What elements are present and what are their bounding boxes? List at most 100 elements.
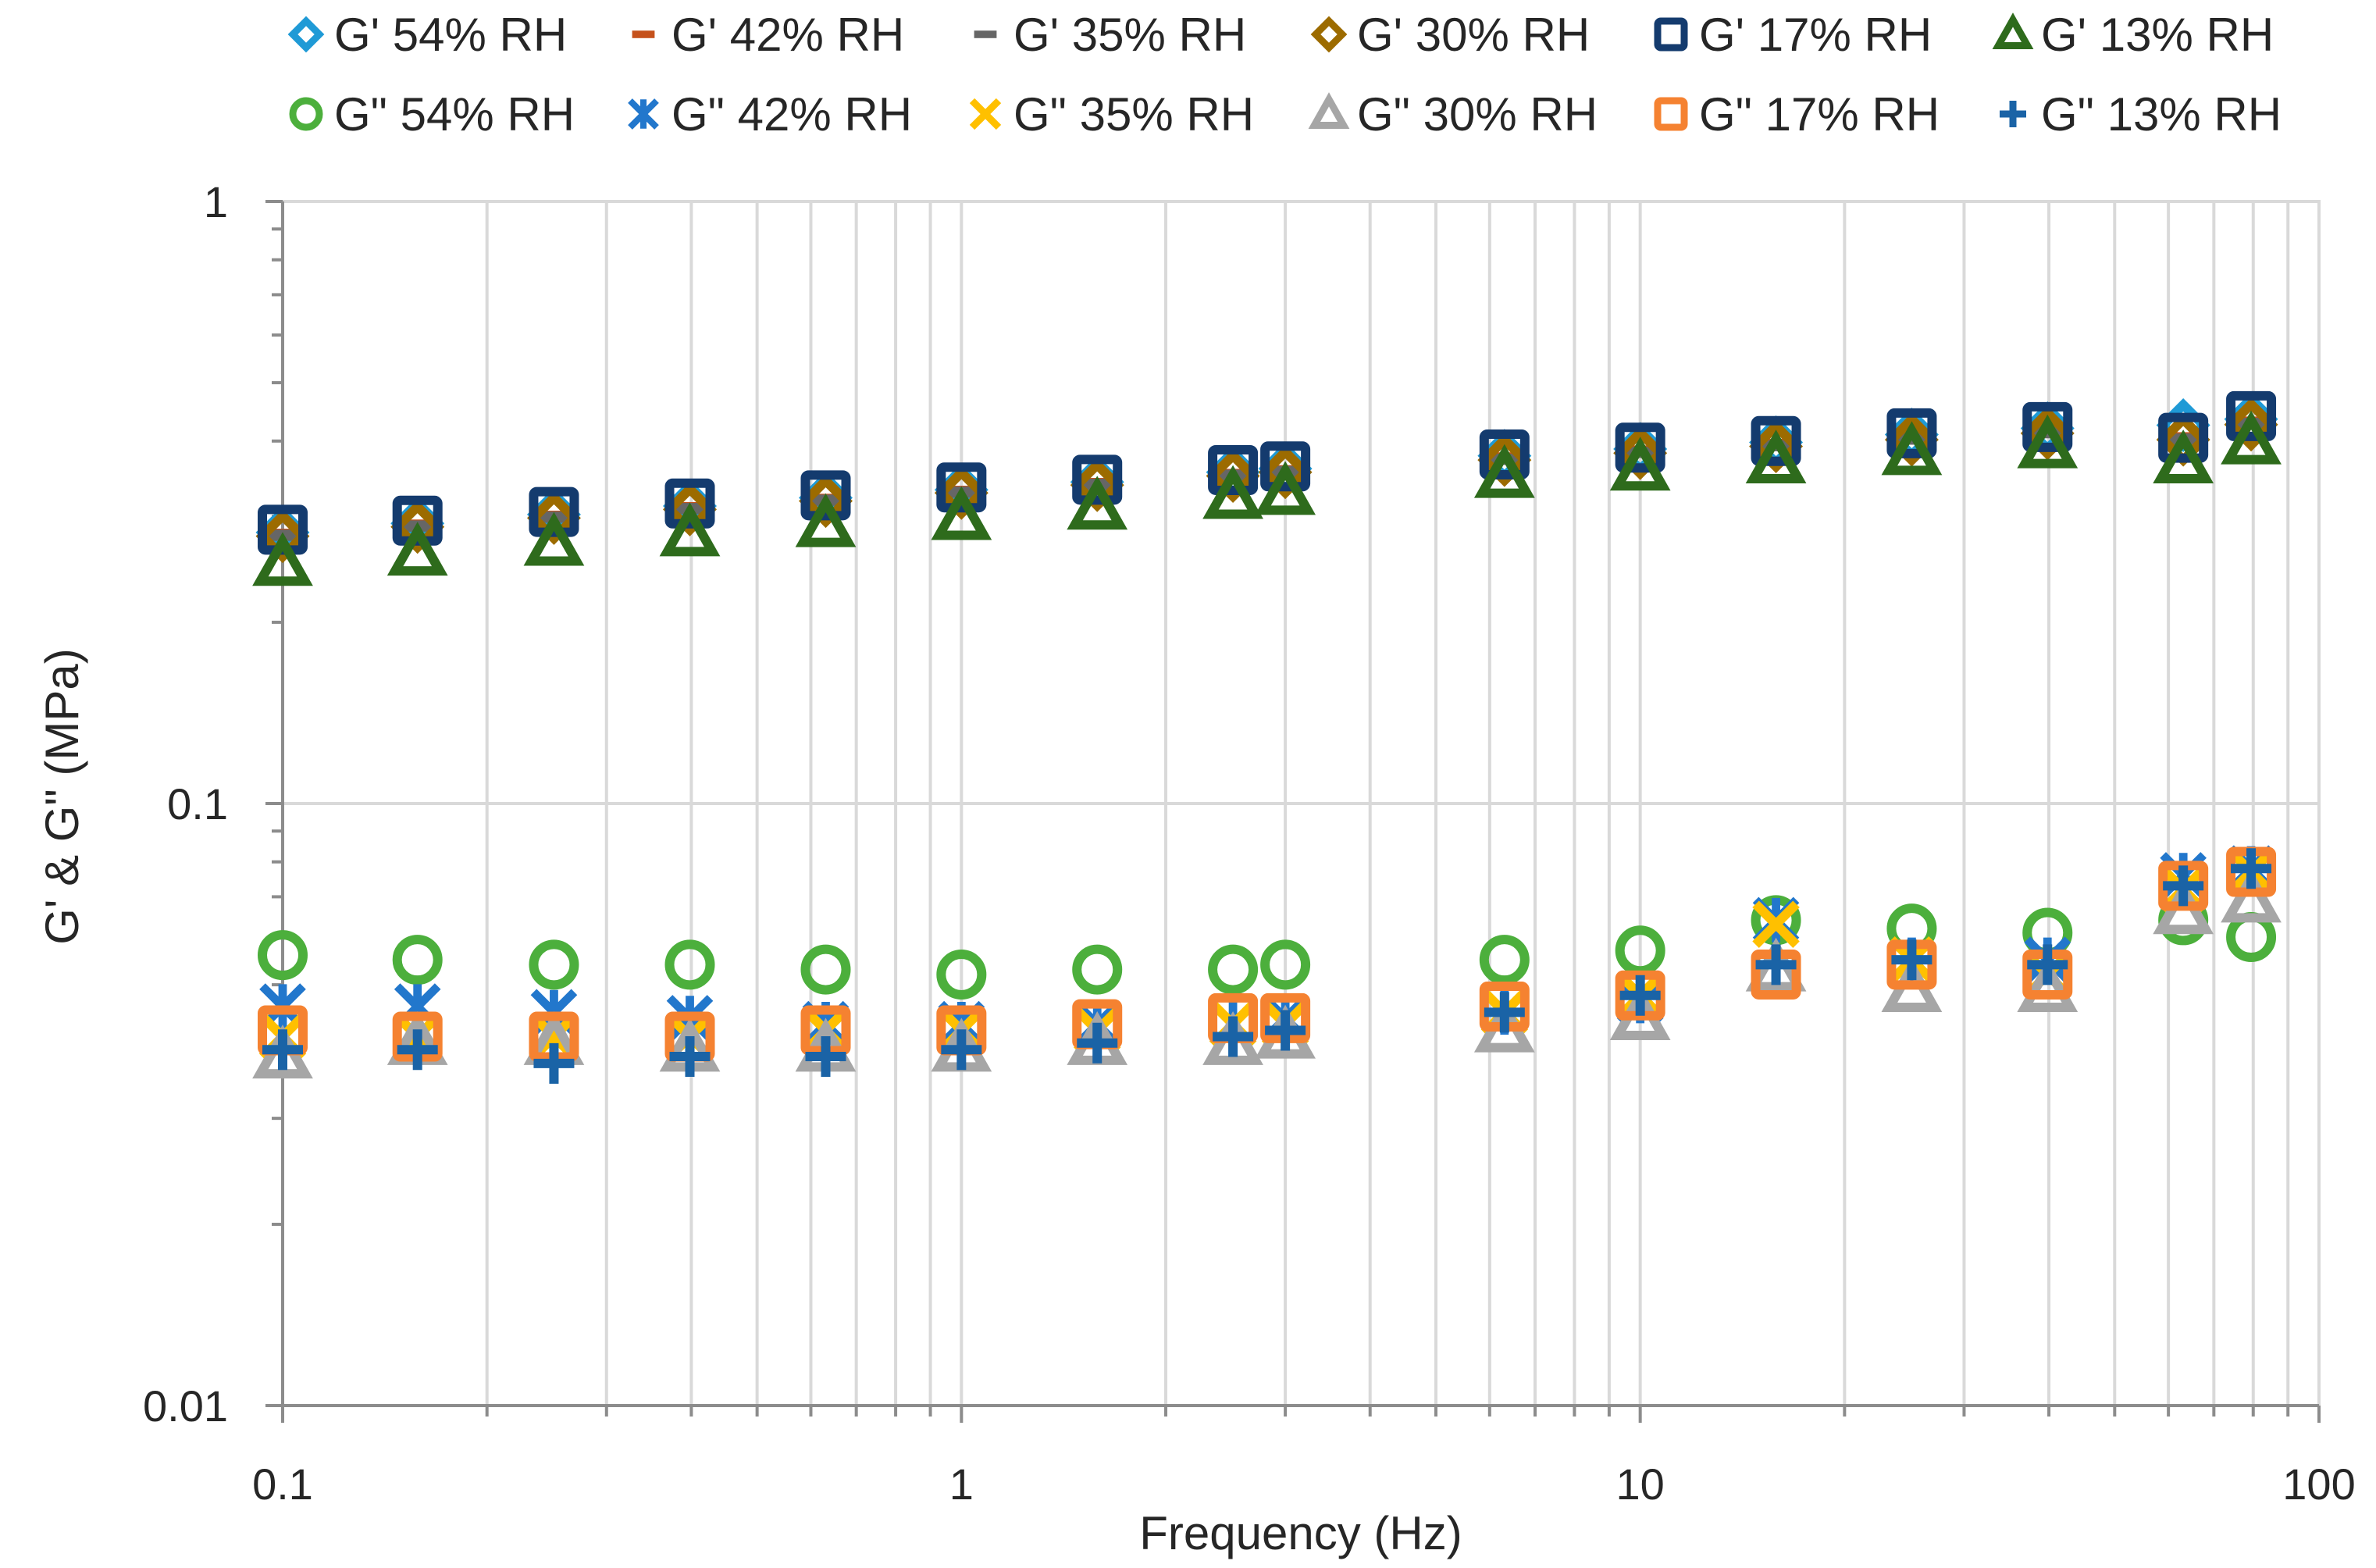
data-point bbox=[1751, 415, 1801, 466]
x-axis-label: Frequency (Hz) bbox=[1139, 1507, 1462, 1559]
legend-label: G' 13% RH bbox=[2041, 9, 2274, 61]
data-point bbox=[1479, 935, 1530, 985]
data-point bbox=[2226, 390, 2277, 441]
data-point bbox=[1213, 1016, 1254, 1057]
data-point bbox=[931, 486, 992, 540]
data-point bbox=[663, 482, 717, 536]
data-point bbox=[392, 935, 443, 985]
legend-label: G" 13% RH bbox=[2041, 88, 2282, 141]
data-point bbox=[533, 1042, 575, 1084]
legend-label: G" 30% RH bbox=[1357, 88, 1598, 141]
legend-marker bbox=[974, 30, 997, 38]
data-point bbox=[2022, 401, 2073, 452]
y-tick-label: 0.1 bbox=[167, 779, 228, 829]
data-point bbox=[664, 939, 715, 990]
legend-marker bbox=[969, 98, 1002, 130]
data-point bbox=[523, 511, 585, 566]
legend-entry: G' 54% RH bbox=[287, 9, 567, 61]
data-point bbox=[1484, 992, 1525, 1033]
data-point bbox=[1745, 429, 1807, 484]
data-point bbox=[1884, 412, 1939, 467]
data-point bbox=[2226, 912, 2277, 963]
data-point bbox=[1265, 1010, 1306, 1051]
data-point bbox=[252, 532, 313, 586]
legend-label: G" 17% RH bbox=[1699, 88, 1940, 141]
axes bbox=[265, 200, 2321, 1423]
data-point bbox=[2221, 410, 2282, 465]
data-point bbox=[526, 490, 581, 545]
data-point bbox=[529, 486, 579, 537]
data-point bbox=[1072, 944, 1123, 995]
legend-label: G" 42% RH bbox=[671, 88, 912, 141]
data-point bbox=[1258, 445, 1313, 500]
data-point bbox=[664, 478, 715, 529]
data-point bbox=[2017, 958, 2079, 1012]
legend-entry: G' 35% RH bbox=[974, 9, 1246, 61]
data-point bbox=[1260, 441, 1311, 492]
data-point bbox=[2158, 412, 2209, 463]
data-point bbox=[805, 1035, 846, 1077]
data-point bbox=[392, 495, 443, 546]
data-point bbox=[529, 939, 579, 990]
data-point bbox=[1881, 421, 1943, 476]
data-point bbox=[1752, 900, 1800, 948]
data-point bbox=[2153, 429, 2214, 484]
legend-marker bbox=[1654, 97, 1688, 131]
data-point bbox=[1609, 437, 1671, 491]
legend-marker bbox=[287, 16, 325, 53]
data-markers bbox=[252, 390, 2282, 1084]
legend-entry: G" 30% RH bbox=[1308, 88, 1598, 141]
legend-marker bbox=[1654, 17, 1688, 52]
legend-entry: G" 54% RH bbox=[289, 88, 575, 141]
data-point bbox=[800, 470, 851, 521]
data-point bbox=[2224, 397, 2278, 452]
data-point bbox=[2231, 848, 2272, 889]
y-tick-label: 1 bbox=[204, 177, 228, 226]
x-tick-label: 1 bbox=[949, 1459, 974, 1509]
data-point bbox=[1477, 433, 1532, 487]
data-point bbox=[1208, 944, 1259, 995]
data-point bbox=[1479, 429, 1530, 479]
data-point bbox=[390, 500, 445, 554]
tick-labels: 0.1 1 10 100 0.01 0.1 1 bbox=[143, 177, 2356, 1509]
legend-marker bbox=[2000, 101, 2026, 127]
series-5 bbox=[252, 410, 2282, 586]
series-11 bbox=[262, 848, 2272, 1084]
data-point bbox=[387, 522, 448, 576]
data-point bbox=[1077, 1022, 1118, 1064]
data-point bbox=[934, 465, 989, 520]
legend-entry: G' 13% RH bbox=[1992, 9, 2274, 61]
data-point bbox=[1891, 939, 1933, 981]
legend-label: G' 30% RH bbox=[1357, 9, 1590, 61]
data-point bbox=[2027, 944, 2068, 985]
data-point bbox=[1755, 944, 1797, 985]
data-point bbox=[1613, 426, 1668, 480]
series-6 bbox=[258, 895, 2277, 1000]
legend-entry: G' 42% RH bbox=[632, 9, 904, 61]
data-point bbox=[669, 1035, 711, 1077]
data-point bbox=[262, 1029, 303, 1071]
legend-entry: G' 30% RH bbox=[1310, 9, 1590, 61]
data-point bbox=[1072, 454, 1123, 505]
legend-marker bbox=[1310, 16, 1348, 53]
legend-entry: G" 13% RH bbox=[2000, 88, 2282, 141]
x-tick-label: 0.1 bbox=[252, 1459, 313, 1509]
legend-label: G" 35% RH bbox=[1013, 88, 1254, 141]
data-point bbox=[1619, 975, 1661, 1016]
data-point bbox=[936, 949, 987, 1000]
data-point bbox=[1206, 449, 1260, 504]
data-point bbox=[1202, 465, 1263, 519]
data-point bbox=[1749, 419, 1804, 474]
data-point bbox=[1255, 461, 1316, 515]
data-point bbox=[1260, 939, 1311, 990]
legend-entry: G" 42% RH bbox=[628, 88, 912, 141]
data-point bbox=[800, 944, 851, 995]
x-tick-label: 10 bbox=[1616, 1459, 1665, 1509]
legend-label: G' 54% RH bbox=[334, 9, 567, 61]
data-point bbox=[255, 509, 310, 564]
data-point bbox=[2020, 406, 2075, 461]
data-point bbox=[936, 462, 987, 513]
legend-marker bbox=[1992, 12, 2034, 49]
series-4 bbox=[258, 390, 2277, 555]
